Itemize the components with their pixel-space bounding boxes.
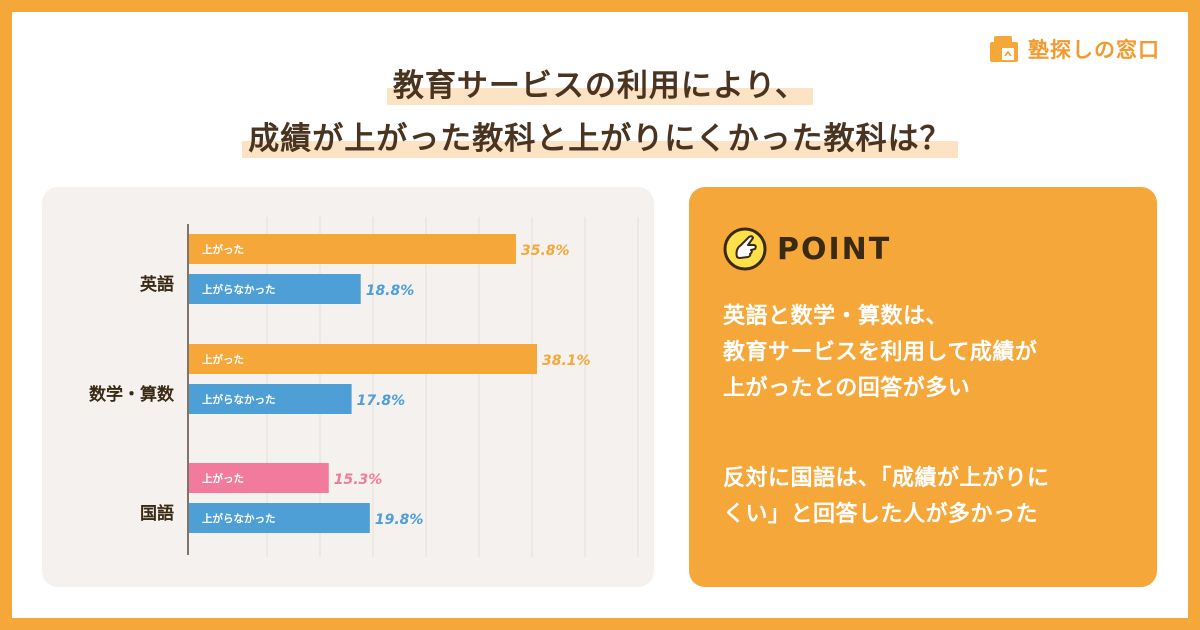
bar	[189, 384, 352, 414]
house-icon	[990, 36, 1018, 62]
bar-inner-label: 上がった	[202, 353, 244, 366]
page-title: 教育サービスの利用により、 成績が上がった教科と上がりにくかった教科は？	[12, 60, 1188, 166]
data-label: 18.8%	[366, 283, 415, 299]
point-label: POINT	[777, 231, 892, 267]
bar-inner-label: 上がらなかった	[202, 512, 276, 525]
bar-inner-label: 上がらなかった	[202, 393, 276, 406]
category-label: 英語	[140, 274, 174, 295]
data-label: 35.8%	[521, 243, 570, 259]
bar	[189, 344, 537, 374]
infographic-canvas: 塾探しの窓口 教育サービスの利用により、 成績が上がった教科と上がりにくかった教…	[12, 12, 1188, 618]
chart-panel: 英語 上がった 35.8% 上がらなかった 18.8% 数学・算数 上がった 38.1% 上がら…	[42, 187, 654, 587]
point-paragraph-2: 反対に国語は、「成績が上がりに くい」と回答した人が多かった	[723, 466, 1050, 527]
point-panel: POINT 英語と数学・算数は、 教育サービスを利用して成績が 上がったとの回答…	[689, 187, 1157, 587]
logo-text: 塾探しの窓口	[1028, 38, 1160, 62]
point-paragraph-1: 英語と数学・算数は、 教育サービスを利用して成績が 上がったとの回答が多い	[723, 304, 1038, 401]
bar-inner-label: 上がった	[202, 243, 244, 256]
bar-inner-label: 上がった	[202, 472, 244, 485]
data-label: 38.1%	[542, 353, 591, 369]
title-line-1: 教育サービスの利用により、	[386, 60, 814, 105]
logo: 塾探しの窓口	[988, 34, 1160, 64]
category-label: 国語	[140, 503, 174, 524]
pointing-hand-icon	[723, 227, 767, 271]
data-label: 19.8%	[375, 512, 424, 528]
category-label: 数学・算数	[89, 384, 175, 405]
bar	[189, 274, 361, 304]
data-label: 15.3%	[334, 472, 383, 488]
bar	[189, 503, 370, 533]
data-label: 17.8%	[357, 393, 406, 409]
bar	[189, 463, 329, 493]
bar	[189, 234, 516, 264]
point-header: POINT	[723, 227, 891, 271]
title-line-2: 成績が上がった教科と上がりにくかった教科は？	[242, 113, 958, 158]
bar-inner-label: 上がらなかった	[202, 283, 276, 296]
